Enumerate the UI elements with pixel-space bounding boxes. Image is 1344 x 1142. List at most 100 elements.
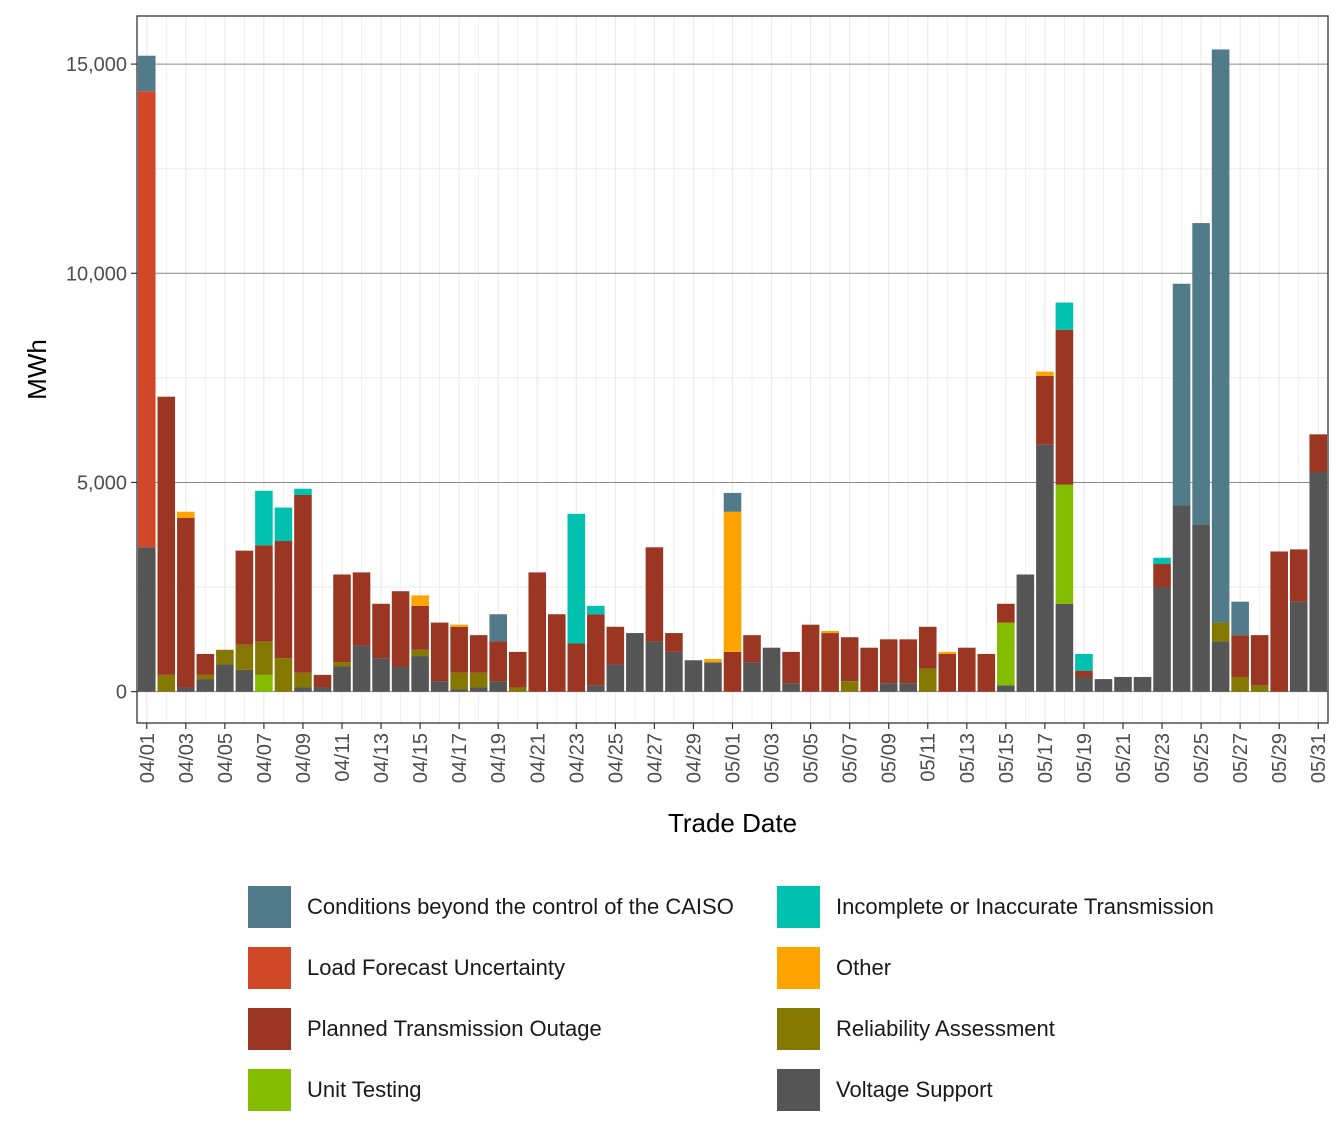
- legend: Conditions beyond the control of the CAI…: [248, 886, 1308, 1136]
- bar-segment: [196, 679, 215, 692]
- bar-segment: [255, 545, 273, 642]
- bar-segment: [1036, 444, 1054, 692]
- bar-segment: [1133, 676, 1152, 692]
- bar-segment: [489, 614, 507, 642]
- bar-segment: [313, 687, 332, 692]
- bar-segment: [274, 541, 293, 659]
- bar-segment: [313, 674, 332, 688]
- bar-segment: [411, 656, 429, 692]
- bar-segment: [665, 651, 683, 692]
- bar-segment: [645, 641, 664, 692]
- bar-segment: [704, 658, 722, 663]
- bar-segment: [547, 614, 566, 692]
- bar-segment: [1055, 329, 1074, 485]
- bar-segment: [352, 572, 371, 646]
- bar-segment: [1250, 685, 1269, 692]
- x-tick-label: 05/23: [1152, 733, 1174, 783]
- bar-segment: [294, 495, 312, 673]
- bar-segment: [879, 639, 898, 684]
- bar-segment: [801, 624, 820, 692]
- bar-segment: [782, 651, 800, 684]
- legend-label: Voltage Support: [836, 1077, 993, 1102]
- x-tick-label: 05/29: [1269, 733, 1291, 783]
- bar-segment: [157, 396, 176, 675]
- bars: [137, 49, 1328, 692]
- x-tick-label: 04/07: [254, 733, 276, 783]
- bar-segment: [274, 507, 293, 542]
- bar-segment: [450, 624, 468, 627]
- bar-segment: [508, 651, 527, 688]
- x-tick-label: 04/23: [566, 733, 588, 783]
- bar-segment: [723, 492, 742, 512]
- bar-segment: [1114, 676, 1132, 692]
- bar-segment: [1075, 676, 1093, 692]
- bar-segment: [1153, 587, 1171, 692]
- bar-segment: [1172, 505, 1191, 692]
- bar-segment: [626, 633, 644, 692]
- bar-segment: [821, 630, 839, 634]
- legend-label: Incomplete or Inaccurate Transmission: [836, 894, 1214, 919]
- bar-segment: [587, 685, 605, 692]
- x-tick-label: 04/25: [605, 733, 627, 783]
- bar-segment: [157, 674, 176, 692]
- bar-segment: [508, 687, 527, 692]
- bar-segment: [489, 641, 507, 682]
- bar-segment: [411, 605, 429, 650]
- bar-segment: [411, 649, 429, 657]
- legend-swatch: [248, 1008, 291, 1050]
- bar-segment: [137, 91, 156, 548]
- bar-segment: [1036, 375, 1054, 445]
- x-axis-title: Trade Date: [668, 808, 797, 838]
- bar-segment: [235, 669, 254, 692]
- bar-segment: [274, 658, 293, 692]
- y-tick-label: 10,000: [66, 263, 127, 285]
- bar-segment: [665, 633, 683, 652]
- bar-segment: [1094, 679, 1113, 692]
- legend-item-other: Other: [777, 947, 891, 989]
- x-tick-label: 05/15: [996, 733, 1018, 783]
- bar-segment: [1211, 49, 1230, 623]
- bar-segment: [391, 666, 410, 692]
- bar-segment: [723, 511, 742, 652]
- bar-segment: [372, 658, 390, 692]
- bar-segment: [606, 626, 625, 665]
- legend-swatch: [777, 1069, 820, 1111]
- y-tick-label: 0: [116, 682, 127, 704]
- bar-segment: [762, 647, 781, 692]
- legend-swatch: [248, 947, 291, 989]
- x-tick-label: 05/27: [1230, 733, 1252, 783]
- axes: 0 5,000 10,000 15,000 04/01 04/03 04/05 04/07 04…: [66, 54, 1330, 783]
- bar-segment: [352, 645, 371, 692]
- x-tick-label: 04/19: [488, 733, 510, 783]
- bar-segment: [177, 518, 195, 688]
- bar-segment: [469, 687, 488, 692]
- x-tick-label: 04/21: [527, 733, 549, 783]
- x-tick-label: 04/27: [644, 733, 666, 783]
- bar-segment: [137, 55, 156, 92]
- bar-segment: [450, 626, 468, 673]
- x-tick-label: 04/11: [332, 733, 354, 782]
- x-tick-label: 04/15: [410, 733, 432, 783]
- legend-label: Other: [836, 955, 892, 980]
- bar-segment: [958, 647, 976, 692]
- legend-swatch: [248, 1069, 291, 1111]
- y-tick-label: 15,000: [66, 54, 127, 76]
- x-tick-label: 05/03: [762, 733, 784, 783]
- legend-item-planned-outage: Planned Transmission Outage: [248, 1008, 602, 1050]
- bar-segment: [1231, 676, 1249, 692]
- bar-segment: [1075, 670, 1093, 677]
- x-tick-label: 04/01: [137, 733, 159, 783]
- x-tick-label: 05/13: [957, 733, 979, 783]
- legend-item-reliability-assessment: Reliability Assessment: [777, 1008, 1055, 1050]
- bar-segment: [1153, 564, 1171, 588]
- bar-segment: [255, 490, 273, 546]
- bar-segment: [294, 488, 312, 496]
- bar-segment: [1075, 653, 1093, 671]
- bar-segment: [997, 685, 1015, 692]
- x-tick-label: 05/19: [1074, 733, 1096, 783]
- bar-segment: [587, 614, 605, 686]
- bar-segment: [743, 635, 761, 663]
- bar-segment: [1036, 371, 1054, 376]
- x-tick-label: 04/03: [176, 733, 198, 783]
- bar-segment: [840, 637, 859, 682]
